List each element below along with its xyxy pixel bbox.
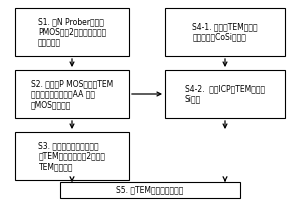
FancyBboxPatch shape — [165, 70, 285, 118]
Text: S5. 在TEM下观测失效结构: S5. 在TEM下观测失效结构 — [116, 186, 184, 194]
Text: S1. 用N Prober对失效
PMOS进行2针漏电测试，判
断漏电两极: S1. 用N Prober对失效 PMOS进行2针漏电测试，判 断漏电两极 — [38, 17, 106, 47]
FancyBboxPatch shape — [15, 70, 129, 118]
FancyBboxPatch shape — [165, 8, 285, 56]
Text: S4-2.  使用ICP将TEM两向的
Si去除: S4-2. 使用ICP将TEM两向的 Si去除 — [185, 84, 265, 104]
FancyBboxPatch shape — [15, 132, 129, 180]
Text: S3. 记下失效点位置并在平
面TEM样品基础上做2次截面
TEM待区制备: S3. 记下失效点位置并在平 面TEM样品基础上做2次截面 TEM待区制备 — [38, 141, 106, 171]
Text: S2. 将失效P MOS以平面TEM
制样方式切片，观察AA 变薄
时MOS背面图像: S2. 将失效P MOS以平面TEM 制样方式切片，观察AA 变薄 时MOS背面… — [31, 79, 113, 109]
FancyBboxPatch shape — [60, 182, 240, 198]
FancyBboxPatch shape — [15, 8, 129, 56]
Text: S4-1. 将平面TEM样品第
一面减薄至CoSi消失。: S4-1. 将平面TEM样品第 一面减薄至CoSi消失。 — [192, 22, 258, 42]
